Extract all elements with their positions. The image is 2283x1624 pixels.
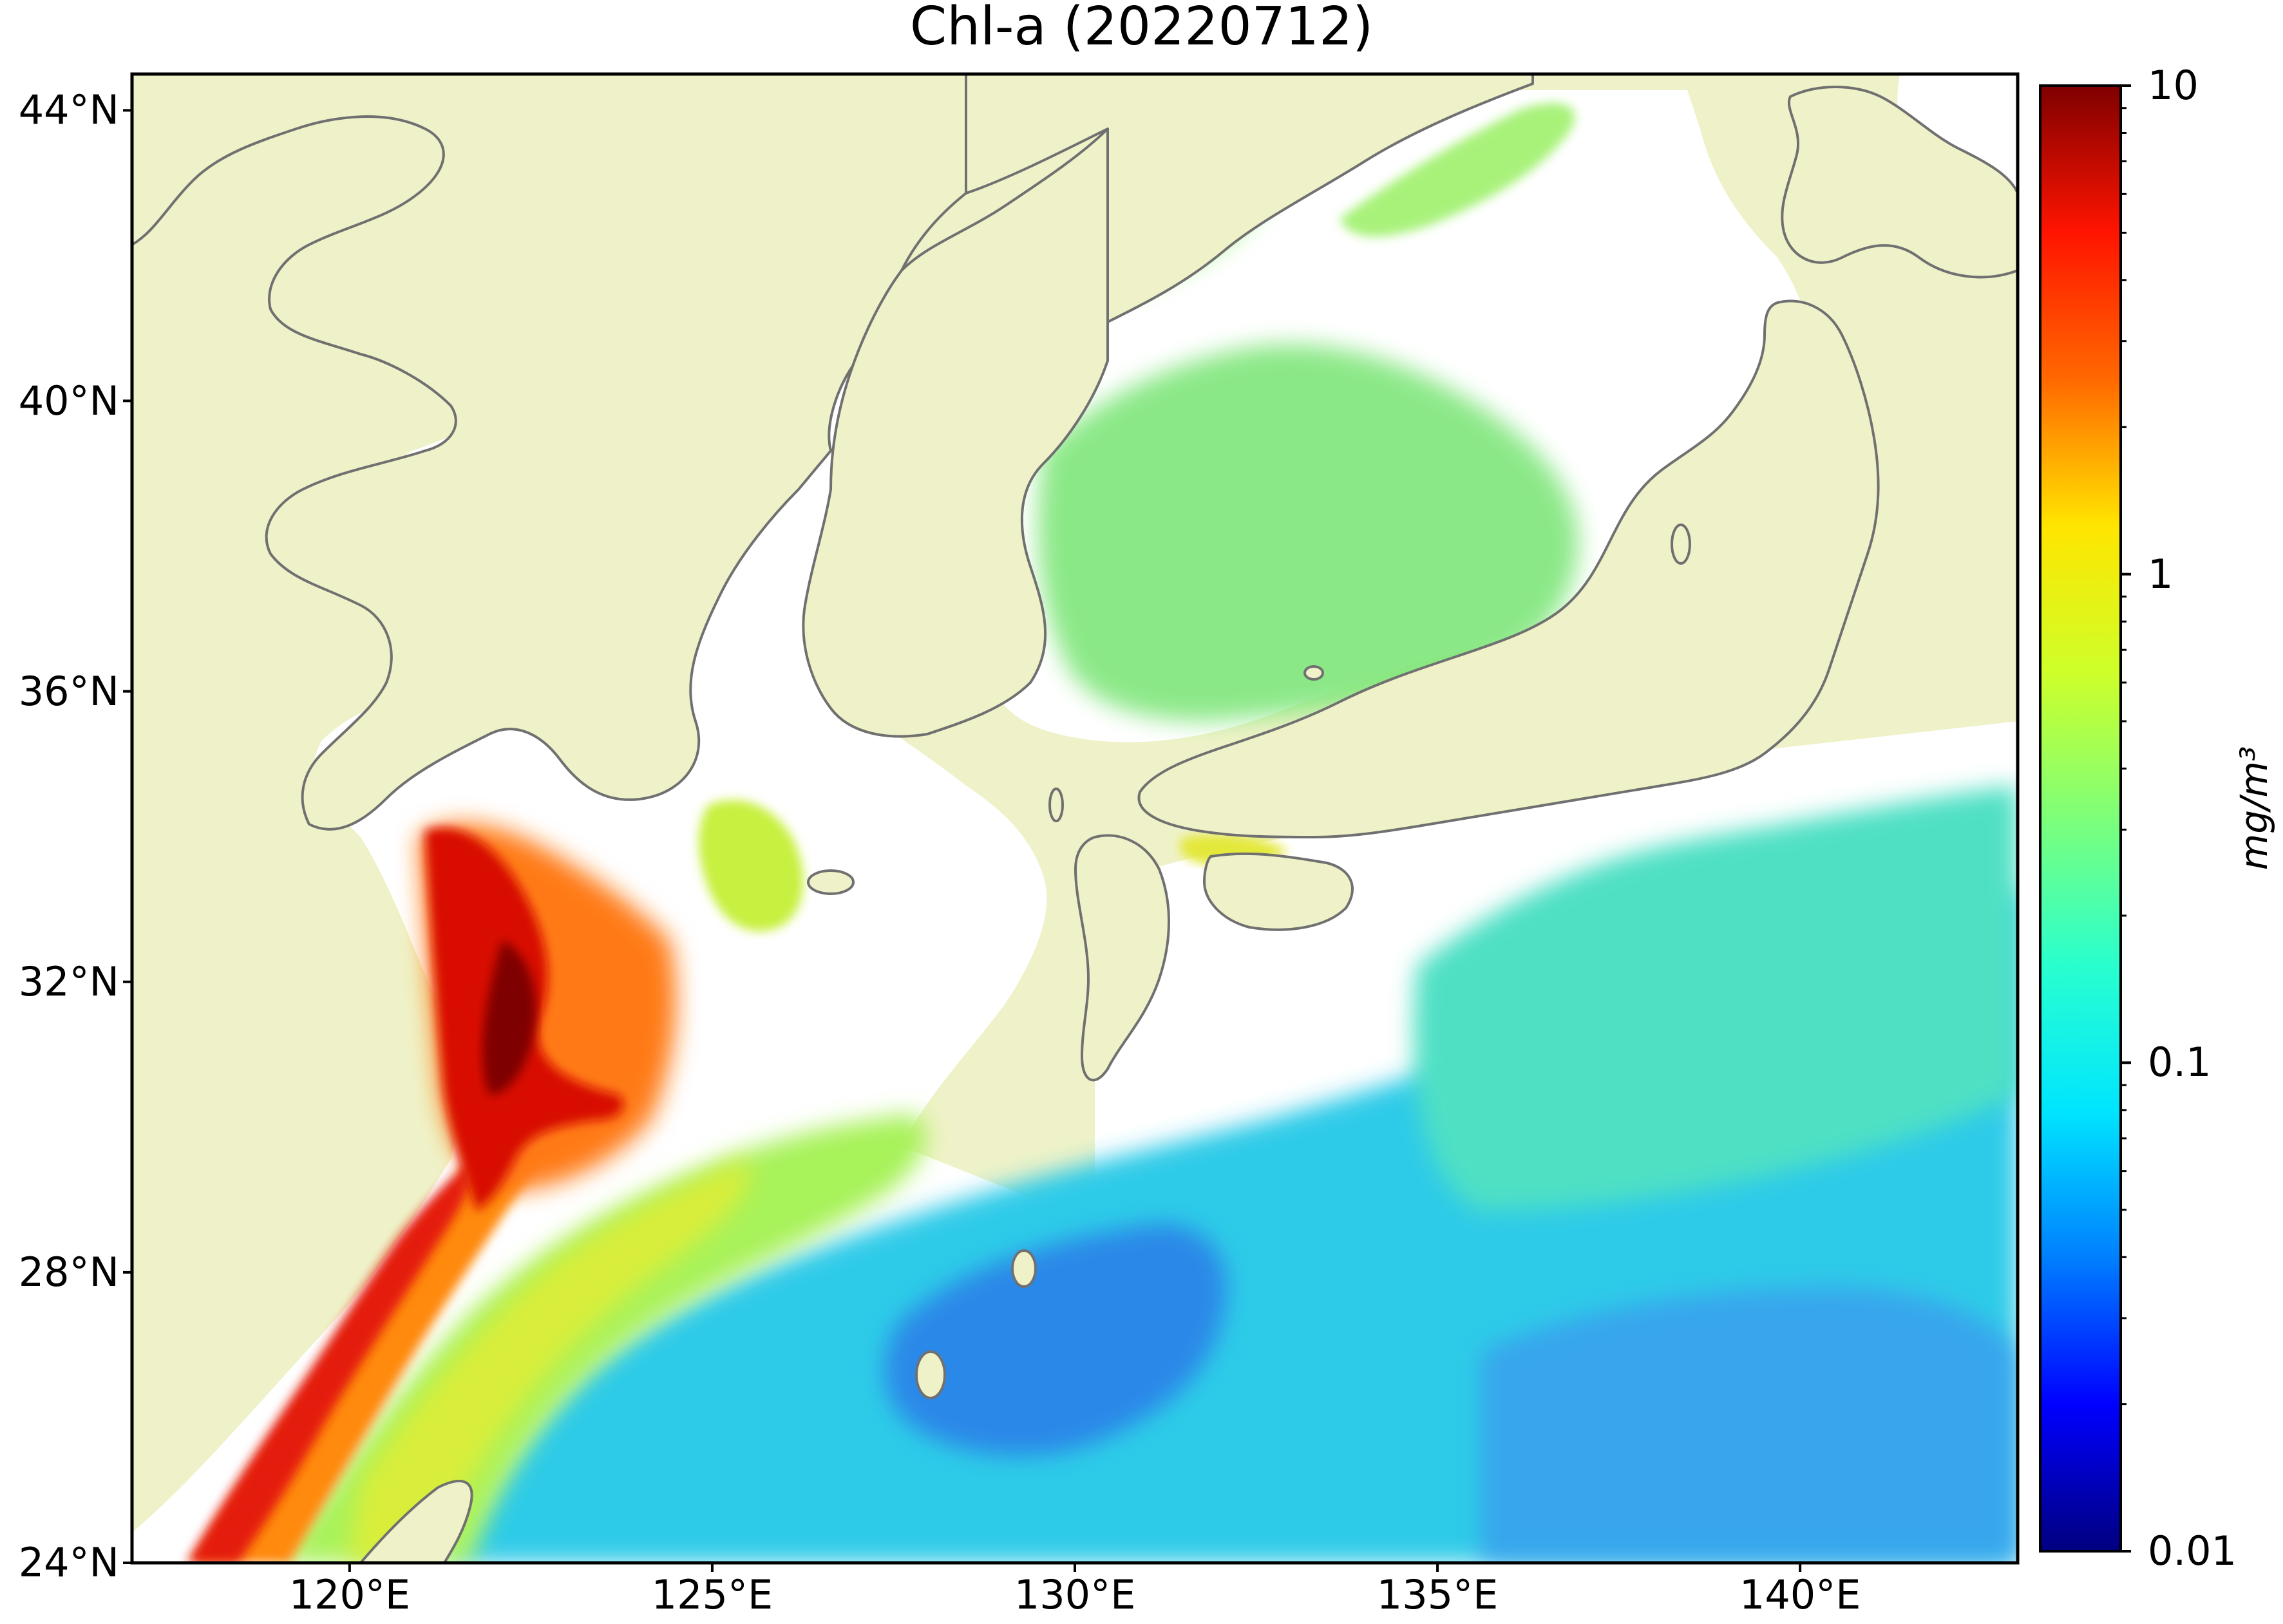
map-area	[132, 74, 2018, 1563]
chl-east-sea-green	[1038, 344, 1578, 721]
lon-label: 130°E	[1014, 1571, 1136, 1618]
land-hokkaido	[1781, 86, 2018, 279]
chl-shelf-yellow	[348, 1159, 750, 1563]
chl-deep-blue-patch	[884, 1223, 1227, 1456]
map-title: Chl-a (20220712)	[909, 0, 1374, 57]
lat-label: 40°N	[18, 377, 119, 424]
colorbar-frame	[2039, 84, 2122, 1553]
chl-coastal-red	[187, 1159, 472, 1563]
chl-yellow-sea-patch	[699, 800, 804, 932]
chl-hokkaido-strip	[1340, 103, 1575, 237]
chl-blue-patch-east	[1481, 1288, 2018, 1563]
land-honshu	[1137, 299, 1880, 838]
colorbar-tick-label: 0.01	[2148, 1527, 2237, 1574]
land-amami	[1011, 1249, 1037, 1288]
lat-label: 32°N	[18, 958, 119, 1005]
map-axis-ticks	[123, 109, 1802, 1572]
lon-label: 140°E	[1739, 1571, 1861, 1618]
colorbar-unit-label: mg/m³	[2232, 746, 2276, 871]
land-sado	[1671, 524, 1691, 565]
land-korea	[802, 127, 1109, 738]
land-jeju	[807, 869, 855, 895]
land-shikoku	[1203, 852, 1354, 931]
coastlines	[132, 74, 2018, 1563]
land-taiwan	[359, 1480, 473, 1563]
lat-label: 36°N	[18, 667, 119, 715]
lat-label: 24°N	[18, 1539, 119, 1586]
colorbar-tick-label: 0.1	[2148, 1039, 2212, 1086]
lon-label: 120°E	[289, 1571, 411, 1618]
lat-label: 28°N	[18, 1248, 119, 1296]
colorbar-gradient	[2040, 86, 2121, 1551]
land-china-north	[132, 74, 967, 831]
chl-yangtze-plume-darkred	[482, 940, 536, 1095]
colorbar	[2039, 84, 2131, 1553]
lon-label: 125°E	[651, 1571, 773, 1618]
land-tsushima	[1048, 788, 1064, 822]
lon-label: 135°E	[1376, 1571, 1499, 1618]
land-north	[965, 74, 1534, 323]
colorbar-tick-label: 10	[2148, 62, 2199, 109]
chlorophyll-data-layer	[187, 103, 2018, 1563]
lat-label: 44°N	[18, 86, 119, 134]
colorbar-major-ticks	[2121, 84, 2131, 1553]
land-kyushu	[1074, 834, 1170, 1082]
land-oki	[1303, 665, 1324, 681]
chl-pacific-north	[1413, 786, 2018, 1211]
land-okinawa	[915, 1350, 946, 1399]
colorbar-tick-label: 1	[2148, 550, 2174, 598]
